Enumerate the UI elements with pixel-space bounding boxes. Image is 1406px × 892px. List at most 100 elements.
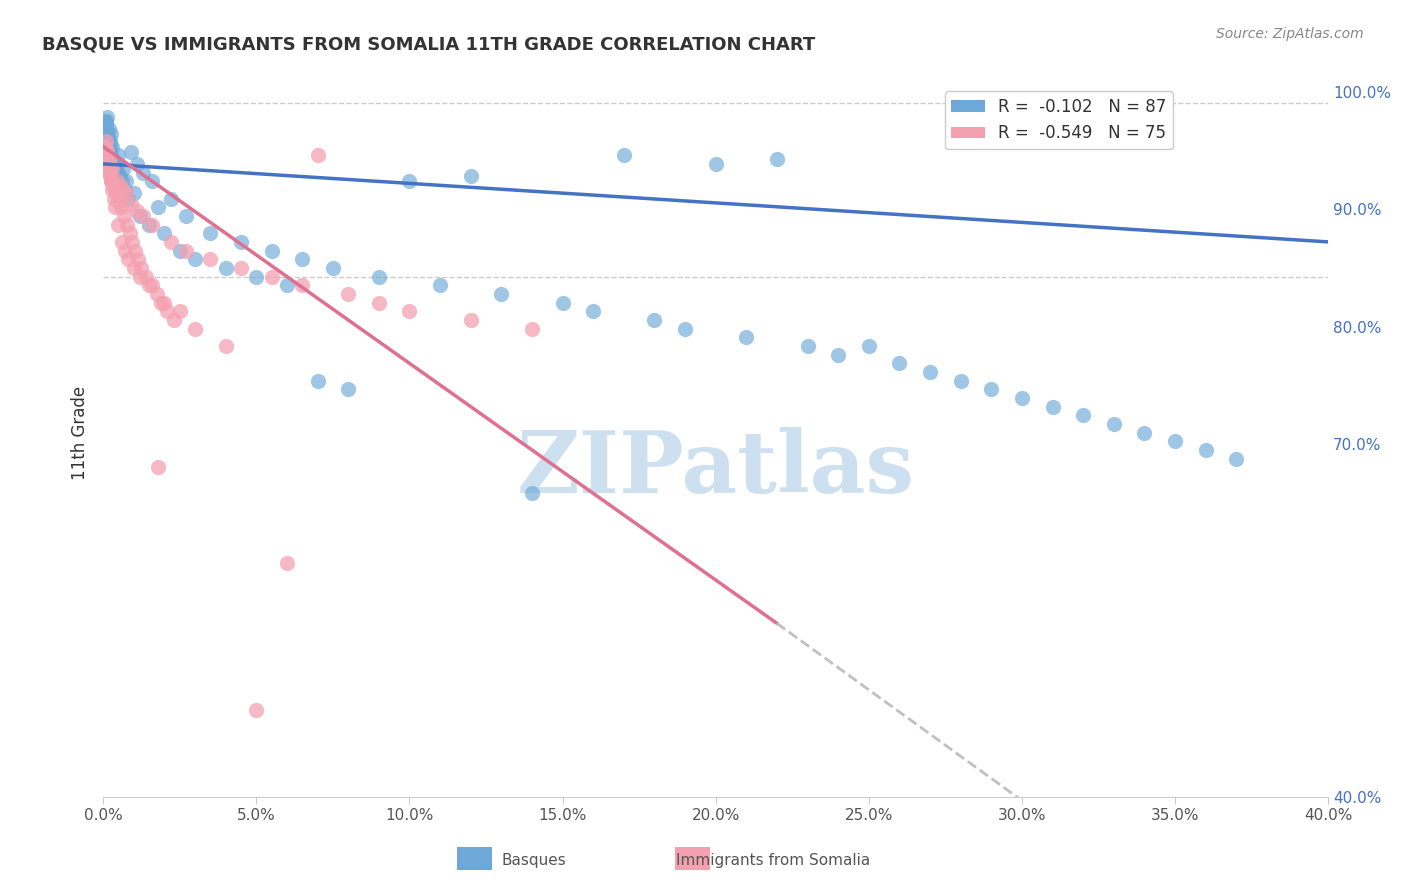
Point xyxy=(159,192,181,206)
Point xyxy=(96,139,118,153)
Legend: R =  -0.102   N = 87, R =  -0.549   N = 75: R = -0.102 N = 87, R = -0.549 N = 75 xyxy=(945,91,1173,149)
Point xyxy=(520,486,543,500)
Point xyxy=(107,218,129,232)
Point xyxy=(153,226,176,240)
Point xyxy=(122,260,145,275)
Point xyxy=(97,131,120,145)
Point xyxy=(148,200,170,214)
Point xyxy=(100,162,122,177)
Point xyxy=(100,128,122,142)
Point xyxy=(141,218,163,232)
Point xyxy=(121,235,143,249)
Point xyxy=(141,174,163,188)
Point xyxy=(97,122,120,136)
Point xyxy=(94,143,117,157)
Point xyxy=(104,161,127,175)
Point xyxy=(98,165,121,179)
Point xyxy=(101,152,124,166)
Point xyxy=(229,235,252,249)
Point xyxy=(97,161,120,175)
Point xyxy=(460,313,482,327)
Point xyxy=(96,152,118,166)
Point xyxy=(918,365,941,379)
Point xyxy=(93,117,115,131)
Point xyxy=(108,194,131,209)
Point xyxy=(613,148,636,162)
Point xyxy=(135,269,157,284)
Point xyxy=(96,148,118,162)
Point xyxy=(98,137,121,152)
Point xyxy=(103,192,125,206)
Point xyxy=(1164,434,1187,449)
Point xyxy=(643,313,665,327)
Point xyxy=(115,186,138,201)
Point xyxy=(128,209,150,223)
Point xyxy=(108,169,131,183)
Point xyxy=(1194,442,1216,457)
Point xyxy=(520,321,543,335)
Point xyxy=(97,157,120,171)
Point xyxy=(1225,451,1247,466)
Point xyxy=(1042,400,1064,414)
Point xyxy=(307,148,329,162)
Point xyxy=(112,183,135,197)
Point xyxy=(169,244,191,258)
Text: ZIPatlas: ZIPatlas xyxy=(516,427,915,511)
Point xyxy=(107,148,129,162)
Point xyxy=(104,157,127,171)
Point xyxy=(120,226,142,240)
Point xyxy=(101,153,124,168)
Point xyxy=(98,148,121,162)
Point xyxy=(169,304,191,318)
Point xyxy=(104,183,127,197)
Point xyxy=(97,131,120,145)
Point xyxy=(120,145,142,159)
Point xyxy=(291,278,314,293)
Point xyxy=(97,134,120,148)
Point xyxy=(125,203,148,218)
Point xyxy=(200,226,222,240)
Point xyxy=(491,286,513,301)
Point xyxy=(124,244,146,258)
Point xyxy=(148,460,170,475)
Point xyxy=(1071,409,1094,423)
Point xyxy=(980,382,1002,396)
Point xyxy=(260,244,283,258)
Point xyxy=(156,304,179,318)
Point xyxy=(100,174,122,188)
Point xyxy=(796,339,818,353)
Point xyxy=(101,183,124,197)
Point xyxy=(104,165,127,179)
Text: Immigrants from Somalia: Immigrants from Somalia xyxy=(676,854,870,868)
Point xyxy=(367,269,389,284)
Point xyxy=(398,174,420,188)
Point xyxy=(112,209,135,223)
Point xyxy=(104,200,127,214)
Point xyxy=(174,244,197,258)
Point xyxy=(104,186,127,201)
Point xyxy=(322,260,344,275)
Point xyxy=(367,295,389,310)
Point xyxy=(184,252,207,267)
Point xyxy=(398,304,420,318)
Point xyxy=(138,218,160,232)
Point xyxy=(98,157,121,171)
Point xyxy=(132,165,155,179)
Point xyxy=(107,192,129,206)
Point xyxy=(125,157,148,171)
Point xyxy=(673,321,696,335)
Point xyxy=(949,374,972,388)
Point xyxy=(115,174,138,188)
Point xyxy=(98,134,121,148)
Point xyxy=(100,174,122,188)
Point xyxy=(460,169,482,183)
Point xyxy=(98,165,121,179)
Point xyxy=(200,252,222,267)
Point xyxy=(96,148,118,162)
Text: Source: ZipAtlas.com: Source: ZipAtlas.com xyxy=(1216,27,1364,41)
Point xyxy=(260,269,283,284)
Point xyxy=(94,113,117,128)
Point xyxy=(827,348,849,362)
Point xyxy=(291,252,314,267)
Point xyxy=(110,200,132,214)
